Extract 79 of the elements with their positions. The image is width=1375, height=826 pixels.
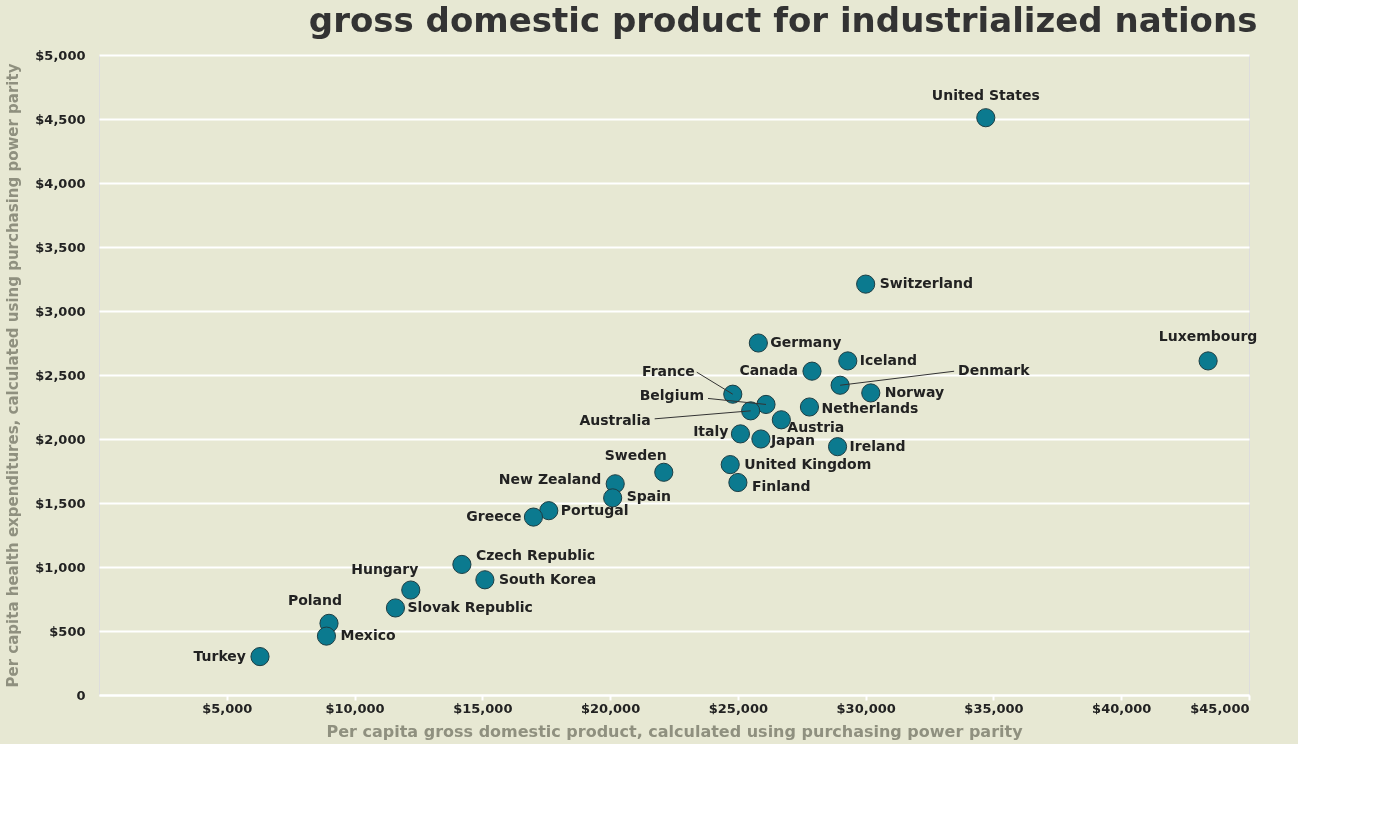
x-tick-label: $20,000 bbox=[581, 700, 641, 716]
y-tick-label: $2,500 bbox=[35, 367, 86, 383]
y-tick-label: $500 bbox=[49, 623, 86, 639]
y-axis-title: Per capita health expenditures, calculated using purchasing power parity bbox=[4, 63, 23, 688]
x-tick-label: $40,000 bbox=[1092, 700, 1152, 716]
x-tick-label: $45,000 bbox=[1190, 700, 1250, 716]
annotation: Austria bbox=[787, 418, 845, 435]
x-axis-title: Per capita gross domestic product, calculated using purchasing power parity bbox=[326, 721, 1024, 741]
annotation: Luxembourg bbox=[1158, 327, 1258, 344]
y-tick-label: $4,000 bbox=[35, 175, 86, 191]
y-tick-label: $4,500 bbox=[35, 111, 86, 127]
point bbox=[756, 394, 776, 415]
annotation: Turkey bbox=[193, 647, 246, 664]
y-tick-label: 0 bbox=[76, 687, 86, 703]
x-tick-label: $25,000 bbox=[708, 700, 768, 716]
annotation: Switzerland bbox=[879, 275, 973, 292]
x-tick-label: $10,000 bbox=[325, 700, 385, 716]
point bbox=[654, 462, 674, 482]
point bbox=[856, 274, 876, 294]
point bbox=[838, 351, 858, 371]
annotation: Spain bbox=[626, 487, 671, 504]
annotation: South Korea bbox=[498, 570, 597, 587]
point bbox=[1198, 351, 1218, 371]
annotation: New Zealand bbox=[498, 470, 602, 487]
x-tick-label: $5,000 bbox=[202, 700, 253, 716]
annotation: United States bbox=[931, 86, 1040, 103]
point bbox=[730, 424, 751, 444]
y-tick-label: $3,500 bbox=[35, 239, 86, 255]
point bbox=[799, 397, 820, 417]
annotation: Netherlands bbox=[821, 400, 919, 416]
point bbox=[861, 383, 881, 403]
point bbox=[976, 108, 996, 128]
annotation: Italy bbox=[693, 422, 729, 439]
y-tick-label: $5,000 bbox=[35, 47, 86, 63]
point bbox=[385, 598, 406, 618]
point bbox=[830, 375, 850, 395]
annotation: Australia bbox=[579, 411, 651, 428]
point bbox=[827, 437, 848, 457]
annotation: Finland bbox=[751, 477, 811, 494]
point bbox=[741, 401, 761, 421]
point bbox=[720, 455, 740, 475]
point bbox=[539, 501, 559, 521]
annotation: Portugal bbox=[560, 501, 629, 518]
y-tick-label: $1,500 bbox=[35, 495, 86, 511]
annotation: Canada bbox=[739, 362, 798, 379]
annotation: Japan bbox=[769, 432, 815, 448]
annotation: Ireland bbox=[849, 437, 906, 454]
annotation: Iceland bbox=[859, 351, 918, 368]
annotation: Norway bbox=[884, 383, 945, 400]
y-tick-label: $2,000 bbox=[35, 431, 86, 447]
annotation: Belgium bbox=[639, 387, 704, 404]
annotation: Hungary bbox=[351, 561, 419, 578]
point bbox=[452, 554, 472, 575]
annotation: Sweden bbox=[604, 447, 667, 464]
y-tick-label: $3,000 bbox=[35, 303, 86, 319]
annotation: Greece bbox=[466, 508, 522, 525]
annotation: Germany bbox=[770, 334, 842, 350]
annotation: Mexico bbox=[340, 627, 396, 644]
annotation: Denmark bbox=[958, 362, 1031, 379]
point bbox=[723, 384, 743, 404]
x-tick-label: $35,000 bbox=[964, 700, 1024, 716]
x-tick-label: $30,000 bbox=[836, 700, 896, 716]
point bbox=[523, 507, 544, 527]
y-tick-label: $1,000 bbox=[35, 559, 86, 575]
annotation: France bbox=[642, 363, 695, 380]
chart-title: gross domestic product for industrialized nations bbox=[308, 0, 1258, 40]
point bbox=[401, 580, 421, 600]
annotation: United Kingdom bbox=[744, 455, 872, 472]
x-tick-label: $15,000 bbox=[453, 700, 513, 716]
point bbox=[802, 361, 822, 381]
annotation: Slovak Republic bbox=[407, 598, 533, 615]
point bbox=[728, 472, 748, 493]
point bbox=[751, 429, 771, 449]
point bbox=[475, 570, 495, 590]
annotation: Czech Republic bbox=[475, 547, 596, 564]
annotation: Poland bbox=[287, 592, 343, 609]
point bbox=[316, 626, 337, 646]
point bbox=[748, 333, 768, 353]
point bbox=[250, 647, 270, 667]
